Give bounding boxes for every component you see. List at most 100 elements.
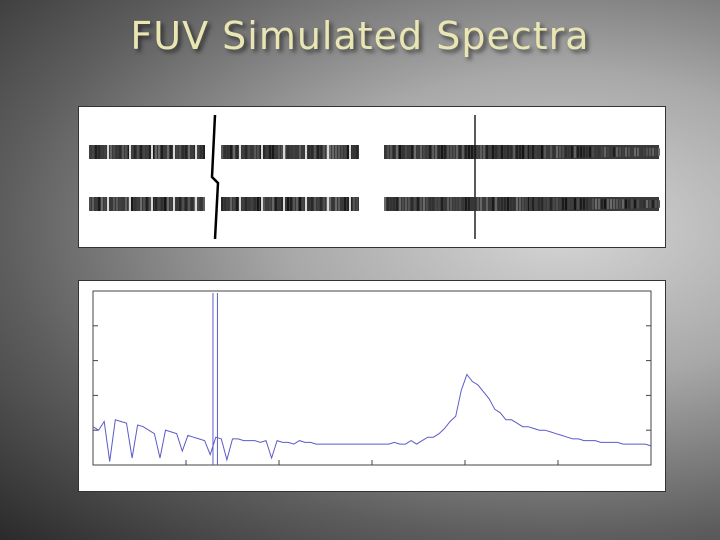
- spectrum-strip-pixel: [125, 145, 127, 159]
- spectrum-strip-pixel: [251, 145, 253, 159]
- spectrum-strip-pixel: [248, 197, 250, 211]
- spectrum-strip-gap: [107, 197, 109, 211]
- spectrum-strip-gap: [327, 197, 329, 211]
- spectrum-strip-pixel: [649, 200, 651, 208]
- spectrum-strip-pixel: [233, 145, 235, 159]
- spectrum-strip-pixel: [447, 145, 449, 159]
- spectrum-strip-gap: [305, 145, 307, 159]
- spectrum-strip-pixel: [574, 198, 576, 210]
- spectrum-strip-pixel: [293, 145, 295, 159]
- spectrum-strip-pixel: [254, 145, 256, 159]
- spectrum-strip-pixel: [643, 147, 645, 157]
- spectrum-strip-pixel: [571, 146, 573, 158]
- spectrum-strip-pixel: [167, 145, 169, 159]
- spectrum-strip-pixel: [453, 145, 455, 159]
- spectrum-strip-pixel: [281, 145, 283, 159]
- spectrum-strip-pixel: [498, 197, 500, 211]
- spectrum-strip-pixel: [480, 197, 482, 211]
- spectrum-strip-pixel: [332, 197, 334, 211]
- spectrum-strip-pixel: [287, 197, 289, 211]
- spectrum-strip-pixel: [513, 145, 515, 159]
- spectrum-strip-pixel: [525, 197, 527, 211]
- spectrum-strip-pixel: [245, 145, 247, 159]
- spectrum-strip-pixel: [489, 197, 491, 211]
- spectrum-strip-pixel: [568, 145, 570, 159]
- spectrum-strip-pixel: [628, 147, 630, 157]
- spectrum-strip-pixel: [263, 145, 265, 159]
- spectrum-strip-pixel: [471, 197, 473, 211]
- spectrum-strip-pixel: [559, 197, 561, 211]
- spectrum-strip-pixel: [101, 145, 103, 159]
- spectrum-strip-pixel: [185, 197, 187, 211]
- spectrum-strip-pixel: [532, 197, 534, 211]
- spectrum-series-line: [92, 373, 652, 462]
- spectrum-strip-pixel: [535, 197, 537, 211]
- spectrum-strip-pixel: [203, 145, 205, 159]
- spectrum-strip-pixel: [110, 145, 112, 159]
- spectrum-strip-pixel: [242, 145, 244, 159]
- spectrum-strip-pixel: [480, 145, 482, 159]
- spectrum-strip-pixel: [444, 197, 446, 211]
- spectrum-strip-pixel: [589, 146, 591, 158]
- spectrum-strip-pixel: [227, 145, 229, 159]
- spectrum-strip-gap: [151, 197, 153, 211]
- spectrum-strip-pixel: [483, 145, 485, 159]
- spectrum-strip-pixel: [483, 197, 485, 211]
- spectrum-strip-pixel: [507, 197, 509, 211]
- spectrum-strip-pixel: [95, 197, 97, 211]
- spectrum-strip-pixel: [353, 145, 355, 159]
- spectrum-strip-pixel: [257, 197, 259, 211]
- spectrum-strip-pixel: [143, 197, 145, 211]
- spectrum-strip-pixel: [556, 145, 558, 159]
- spectrum-strip-pixel: [230, 145, 232, 159]
- spectrum-strip-pixel: [604, 198, 606, 210]
- spectrum-strip-pixel: [655, 148, 657, 156]
- spectrum-strip-pixel: [296, 197, 298, 211]
- spectrum-strip-pixel: [544, 145, 546, 159]
- spectrum-strip-pixel: [513, 197, 515, 211]
- spectrum-strip-pixel: [272, 145, 274, 159]
- spectrum-strip-pixel: [197, 145, 199, 159]
- spectrum-strip-pixel: [248, 145, 250, 159]
- spectrum-strip-pixel: [492, 145, 494, 159]
- spectrum-strip-pixel: [104, 197, 106, 211]
- spectrum-strip-pixel: [559, 145, 561, 159]
- spectrum-strip-pixel: [203, 197, 205, 211]
- spectrum-strip-pixel: [134, 197, 136, 211]
- spectrum-strip-pixel: [565, 145, 567, 159]
- spectrum-strip-gap: [239, 197, 241, 211]
- spectrum-strip-pixel: [616, 147, 618, 157]
- spectrum-strip-pixel: [583, 146, 585, 158]
- spectra-image: [78, 106, 666, 248]
- spectrum-strip-pixel: [341, 145, 343, 159]
- spectrum-strip-pixel: [529, 145, 531, 159]
- spectrum-strip-pixel: [438, 197, 440, 211]
- spectrum-strip-pixel: [293, 197, 295, 211]
- spectrum-strip-pixel: [140, 197, 142, 211]
- spectrum-strip-pixel: [113, 197, 115, 211]
- spectrum-strip-pixel: [649, 148, 651, 156]
- spectrum-strip-pixel: [601, 146, 603, 158]
- spectrum-strip-pixel: [131, 197, 133, 211]
- spectrum-strip-pixel: [435, 197, 437, 211]
- spectrum-strip-pixel: [435, 145, 437, 159]
- spectrum-strip-pixel: [586, 146, 588, 158]
- spectrum-strip-gap: [283, 197, 285, 211]
- spectrum-strip-pixel: [519, 145, 521, 159]
- spectrum-strip-gap: [261, 197, 263, 211]
- spectrum-strip-pixel: [622, 147, 624, 157]
- spectrum-strip-pixel: [335, 197, 337, 211]
- spectrum-strip-pixel: [251, 197, 253, 211]
- spectrum-strip-pixel: [311, 197, 313, 211]
- spectrum-strip-pixel: [414, 197, 416, 211]
- spectrum-strip-pixel: [447, 197, 449, 211]
- spectrum-strip-pixel: [98, 145, 100, 159]
- spectrum-strip-pixel: [227, 197, 229, 211]
- spectrum-strip-pixel: [158, 197, 160, 211]
- spectrum-strip-pixel: [492, 197, 494, 211]
- spectrum-strip-pixel: [384, 197, 386, 211]
- spectrum-strip-pixel: [498, 145, 500, 159]
- spectrum-strip-pixel: [580, 146, 582, 158]
- spectrum-strip-gap: [327, 145, 329, 159]
- spectrum-strip-pixel: [344, 145, 346, 159]
